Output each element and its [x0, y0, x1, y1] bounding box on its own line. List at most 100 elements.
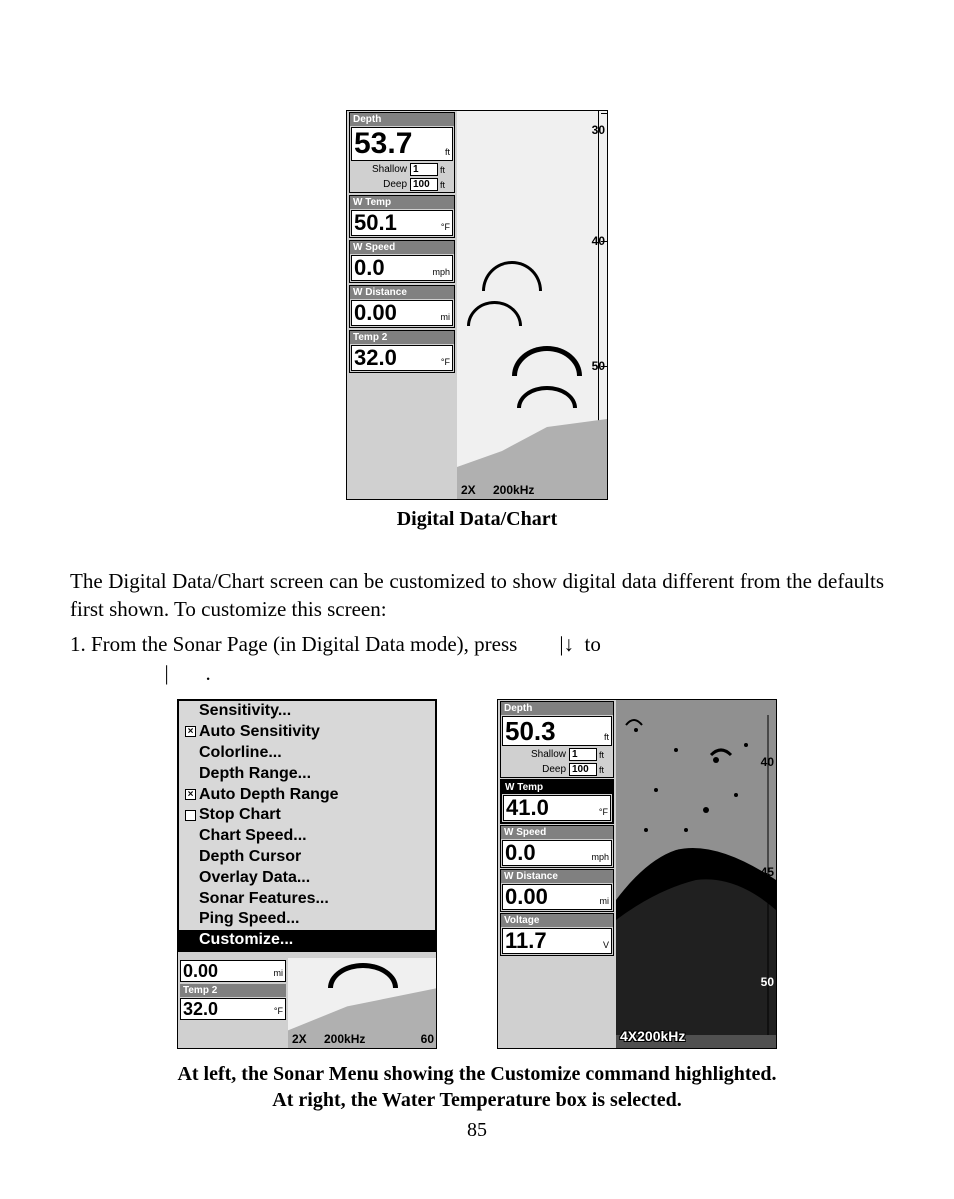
voltage-value: 11.7: [505, 930, 601, 952]
scale-40: 40: [592, 234, 605, 248]
fish-arc: [467, 301, 522, 326]
deep-value: 100: [410, 178, 438, 191]
wspeed-box: W Speed 0.0 mph: [349, 240, 455, 283]
body-paragraph: The Digital Data/Chart screen can be cus…: [70, 567, 884, 624]
wdist-box: W Distance 0.00 mi: [349, 285, 455, 328]
wtemp-box: W Temp 50.1 °F: [349, 195, 455, 238]
menu-item-label: Auto Sensitivity: [199, 723, 320, 740]
menu-item-ping-speed[interactable]: Ping Speed...: [179, 909, 435, 930]
menu-item-stop-chart[interactable]: Stop Chart: [179, 805, 435, 826]
caption-bottom: At left, the Sonar Menu showing the Cust…: [70, 1061, 884, 1113]
bottom-figures: Sensitivity...×Auto SensitivityColorline…: [70, 699, 884, 1049]
scale-50: 50: [761, 975, 774, 989]
deep-label: Deep: [352, 179, 410, 190]
wspeed-header: W Speed: [501, 826, 613, 839]
checkbox-icon: ×: [185, 789, 196, 800]
wtemp-unit: °F: [439, 222, 450, 234]
menu-item-label: Overlay Data...: [199, 869, 310, 886]
dist-value: 0.00: [183, 962, 272, 980]
period: .: [205, 661, 210, 685]
tick: [601, 113, 607, 114]
sonar-chart: 30 40 50 60 2X 200kHz: [457, 111, 607, 499]
dist-unit: mi: [272, 968, 284, 980]
sonar-noise: [616, 700, 776, 1035]
sonar-chart-right: Sonar 40 45 50 4X200kHz: [616, 700, 776, 1048]
temp2-unit: °F: [272, 1006, 283, 1018]
sonar-menu: Sensitivity...×Auto SensitivityColorline…: [178, 700, 436, 952]
voltage-unit: V: [601, 940, 609, 952]
fish-arc: [328, 963, 398, 988]
wtemp-header: W Temp: [502, 781, 612, 794]
depth-unit: ft: [443, 147, 450, 159]
menu-item-sonar-features[interactable]: Sonar Features...: [179, 889, 435, 910]
step-1: 1. From the Sonar Page (in Digital Data …: [70, 630, 884, 688]
wdist-box: W Distance 0.00 mi: [500, 869, 614, 912]
wspeed-box: W Speed 0.0 mph: [500, 825, 614, 868]
menu-item-label: Depth Range...: [199, 765, 311, 782]
wtemp-value: 50.1: [354, 212, 439, 234]
caption-line2: At right, the Water Temperature box is s…: [272, 1089, 681, 1111]
shallow-label: Shallow: [503, 749, 569, 760]
menu-item-overlay-data[interactable]: Overlay Data...: [179, 868, 435, 889]
wdist-unit: mi: [439, 312, 451, 324]
wdist-value: 0.00: [354, 302, 439, 324]
scale-30: 30: [592, 123, 605, 137]
wspeed-unit: mph: [430, 267, 450, 279]
depth-header: Depth: [350, 113, 454, 126]
shallow-unit: ft: [597, 750, 611, 760]
temp2-value: 32.0: [183, 1000, 272, 1018]
menu-item-label: Customize...: [199, 931, 293, 948]
scale-45: 45: [761, 865, 774, 879]
temp2-box: Temp 2 32.0 °F: [349, 330, 455, 373]
menu-item-label: Sensitivity...: [199, 702, 291, 719]
menu-item-depth-range[interactable]: Depth Range...: [179, 764, 435, 785]
scale-60: 60: [421, 1032, 434, 1046]
menu-screenshot: Sensitivity...×Auto SensitivityColorline…: [177, 699, 437, 1049]
menu-item-sensitivity[interactable]: Sensitivity...: [179, 701, 435, 722]
page-number: 85: [70, 1119, 884, 1142]
menu-item-label: Sonar Features...: [199, 890, 329, 907]
depth-box: Depth 50.3 ft Shallow 1 ft Deep 100 ft: [500, 701, 614, 778]
fish-arc: [517, 386, 577, 408]
fish-arc: [512, 346, 582, 376]
voltage-header: Voltage: [501, 914, 613, 927]
zoom-freq-badge: 4X200kHz: [620, 1028, 685, 1044]
wtemp-box-selected[interactable]: W Temp 41.0 °F: [500, 779, 614, 824]
menu-item-chart-speed[interactable]: Chart Speed...: [179, 826, 435, 847]
deep-value: 100: [569, 763, 597, 776]
down-arrow-icon: ↓: [564, 633, 575, 656]
depth-box: Depth 53.7 ft Shallow 1 ft Deep 100 ft: [349, 112, 455, 193]
right-screenshot: Depth 50.3 ft Shallow 1 ft Deep 100 ft: [497, 699, 777, 1049]
menu-item-label: Ping Speed...: [199, 910, 299, 927]
depth-value: 50.3: [505, 718, 602, 744]
scale-50: 50: [592, 359, 605, 373]
depth-unit: ft: [602, 732, 609, 744]
menu-lower-chart: 2X 200kHz 60: [288, 958, 436, 1048]
depth-value: 53.7: [354, 129, 443, 159]
menu-item-auto-sensitivity[interactable]: ×Auto Sensitivity: [179, 722, 435, 743]
menu-item-customize[interactable]: Customize...: [179, 930, 435, 951]
wspeed-header: W Speed: [350, 241, 454, 254]
shallow-label: Shallow: [352, 164, 410, 175]
menu-item-label: Chart Speed...: [199, 827, 307, 844]
step-to: to: [585, 632, 601, 656]
sonar-screen-top: Depth 53.7 ft Shallow 1 ft Deep 100 ft: [346, 110, 608, 500]
menu-item-colorline[interactable]: Colorline...: [179, 743, 435, 764]
temp2-value: 32.0: [354, 347, 439, 369]
menu-item-depth-cursor[interactable]: Depth Cursor: [179, 847, 435, 868]
freq-label: 200kHz: [324, 1032, 365, 1046]
right-data-panel: Depth 50.3 ft Shallow 1 ft Deep 100 ft: [498, 700, 616, 1048]
wspeed-value: 0.0: [505, 842, 589, 864]
menu-item-label: Stop Chart: [199, 806, 281, 823]
temp2-header: Temp 2: [350, 331, 454, 344]
menu-item-label: Auto Depth Range: [199, 786, 339, 803]
deep-unit: ft: [597, 765, 611, 775]
caption-line1: At left, the Sonar Menu showing the Cust…: [177, 1063, 776, 1085]
zoom-label: 2X: [461, 483, 476, 497]
checkbox-icon: [185, 810, 196, 821]
menu-item-label: Depth Cursor: [199, 848, 301, 865]
step-prefix: 1. From the Sonar Page (in Digital Data …: [70, 632, 517, 656]
menu-lower-left: 0.00 mi Temp 2 32.0 °F: [178, 958, 288, 1048]
deep-label: Deep: [503, 764, 569, 775]
menu-item-auto-depth-range[interactable]: ×Auto Depth Range: [179, 785, 435, 806]
